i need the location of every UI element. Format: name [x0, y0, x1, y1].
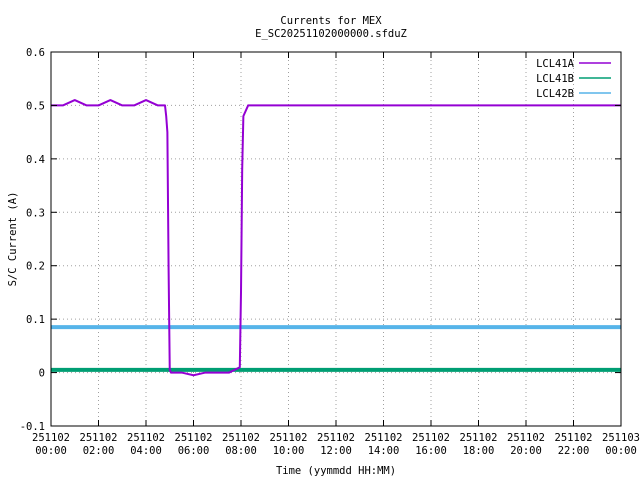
x-tick-label-time: 18:00	[463, 445, 495, 457]
chart-subtitle: E_SC20251102000000.sfduZ	[255, 28, 407, 40]
x-tick-label-date: 251102	[222, 432, 260, 444]
x-tick-label-date: 251102	[127, 432, 165, 444]
y-tick-label: 0.2	[26, 261, 45, 273]
y-tick-label: 0.5	[26, 100, 45, 112]
x-tick-label-date: 251102	[460, 432, 498, 444]
x-tick-label-date: 251102	[175, 432, 213, 444]
x-tick-label-time: 14:00	[368, 445, 400, 457]
x-tick-label-time: 04:00	[130, 445, 162, 457]
legend: LCL41A LCL41B LCL42B	[536, 58, 611, 100]
x-tick-label-time: 10:00	[273, 445, 305, 457]
x-tick-label-date: 251102	[32, 432, 70, 444]
x-tick-label-date: 251102	[317, 432, 355, 444]
x-tick-label-date: 251102	[365, 432, 403, 444]
x-tick-label-time: 06:00	[178, 445, 210, 457]
y-tick-label: 0	[39, 368, 45, 380]
y-tick-label: -0.1	[20, 421, 45, 433]
y-axis-label: S/C Current (A)	[7, 192, 19, 287]
x-axis-label: Time (yymmdd HH:MM)	[276, 465, 396, 477]
y-tick-label: 0.3	[26, 207, 45, 219]
legend-label: LCL41A	[536, 58, 575, 70]
x-tick-label-date: 251102	[270, 432, 308, 444]
legend-label: LCL42B	[536, 88, 574, 100]
x-tick-label-date: 251103	[602, 432, 640, 444]
y-axis-ticks: -0.1 0 0.1 0.2 0.3 0.4 0.5 0.6	[20, 47, 621, 433]
chart-title: Currents for MEX	[280, 15, 382, 27]
x-tick-label-time: 16:00	[415, 445, 447, 457]
x-tick-label-date: 251102	[507, 432, 545, 444]
y-tick-label: 0.4	[26, 154, 45, 166]
series-line-lcl41a	[51, 99, 621, 377]
x-tick-label-time: 08:00	[225, 445, 257, 457]
x-axis-ticks: 25110200:0025110202:0025110204:002511020…	[32, 52, 640, 457]
x-tick-label-time: 22:00	[558, 445, 590, 457]
legend-label: LCL41B	[536, 73, 574, 85]
x-tick-label-date: 251102	[555, 432, 593, 444]
x-tick-label-date: 251102	[412, 432, 450, 444]
plot-frame	[50, 51, 622, 427]
x-tick-label-time: 00:00	[605, 445, 637, 457]
x-tick-label-date: 251102	[80, 432, 118, 444]
y-tick-label: 0.1	[26, 314, 45, 326]
series-layer	[51, 99, 621, 377]
x-tick-label-time: 20:00	[510, 445, 542, 457]
x-tick-label-time: 12:00	[320, 445, 352, 457]
x-tick-label-time: 02:00	[83, 445, 115, 457]
x-tick-label-time: 00:00	[35, 445, 67, 457]
y-tick-label: 0.6	[26, 47, 45, 59]
